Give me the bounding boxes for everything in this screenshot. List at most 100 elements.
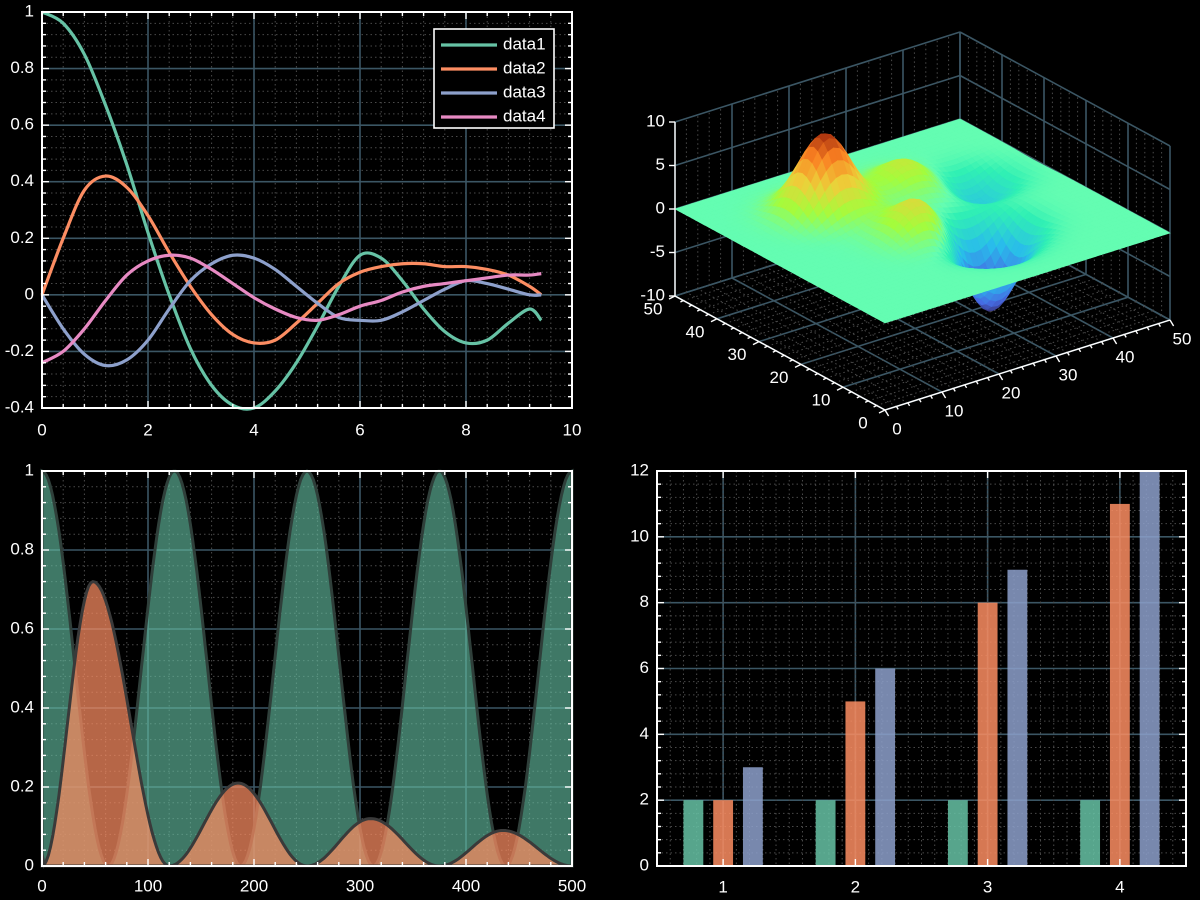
y-tick-label: 0.2 bbox=[10, 228, 34, 247]
wall-gridline bbox=[959, 31, 1171, 147]
x-tick-label: 3 bbox=[983, 877, 992, 896]
x-tick-label: 0 bbox=[37, 420, 46, 439]
x-tick-label: 4 bbox=[1115, 877, 1124, 896]
floor-gridline bbox=[731, 277, 943, 393]
y-tick bbox=[688, 304, 693, 308]
y-tick bbox=[752, 340, 760, 346]
surface-patch bbox=[880, 318, 892, 324]
x-tick bbox=[986, 377, 991, 381]
legend-label: data1 bbox=[503, 34, 546, 53]
tick-labels: -0.4-0.200.20.40.60.810 2 4 6 8 10 bbox=[5, 1, 582, 439]
z-tick-label: 0 bbox=[656, 198, 665, 217]
bar-1-cat-4 bbox=[1080, 800, 1101, 866]
y-tick-label: 0.8 bbox=[10, 58, 34, 77]
x-tick-label: 8 bbox=[461, 420, 470, 439]
floor-minor bbox=[868, 310, 1154, 402]
x-tick bbox=[929, 395, 934, 399]
y-tick bbox=[738, 331, 743, 335]
floor-minor bbox=[697, 288, 909, 404]
bar-3-cat-3 bbox=[1007, 569, 1028, 866]
ticks bbox=[41, 11, 573, 409]
y-tick-label: 1 bbox=[25, 1, 34, 20]
y-tick-label: 50 bbox=[644, 299, 663, 318]
bar-3-cat-2 bbox=[875, 668, 896, 866]
x-tick-label: 300 bbox=[346, 876, 374, 895]
x-tick bbox=[1021, 366, 1025, 371]
bar-2-cat-4 bbox=[1109, 503, 1130, 866]
y-tick bbox=[814, 372, 819, 376]
x-tick bbox=[1157, 323, 1162, 327]
bar-1-cat-3 bbox=[947, 800, 968, 866]
y-tick bbox=[848, 391, 852, 394]
x-tick bbox=[952, 388, 956, 392]
x-tick-label: 0 bbox=[892, 419, 901, 438]
x-tick bbox=[1123, 334, 1127, 338]
tick-labels: 0 0.2 0.4 0.6 0.8 1 0 100 200 300 400 500 bbox=[10, 460, 586, 895]
series-line-data4 bbox=[41, 253, 542, 365]
x-tick bbox=[1089, 344, 1093, 349]
floor-minor bbox=[784, 264, 1070, 356]
x-tick bbox=[964, 384, 968, 389]
x-tick bbox=[1032, 362, 1036, 367]
x-tick bbox=[1043, 359, 1048, 363]
x-tick bbox=[1078, 348, 1082, 353]
x-tick-label: 500 bbox=[558, 876, 586, 895]
x-tick bbox=[884, 409, 890, 417]
axes-frame bbox=[41, 11, 573, 409]
legend-label: data2 bbox=[503, 58, 546, 77]
y-tick-label: 0.8 bbox=[10, 539, 34, 558]
y-tick bbox=[806, 368, 810, 372]
x-tick-label: 0 bbox=[37, 876, 46, 895]
series-lines bbox=[40, 10, 543, 411]
floor-minor bbox=[686, 291, 897, 407]
floor-minor bbox=[708, 284, 920, 400]
y-tick-label: 0.2 bbox=[10, 776, 34, 795]
y-tick-label: 0.4 bbox=[10, 171, 34, 190]
floor-minor bbox=[765, 266, 977, 382]
series-line-data1 bbox=[41, 10, 543, 411]
x-tick bbox=[1135, 330, 1139, 335]
z-tick-label: -10 bbox=[640, 285, 665, 304]
floor-minor bbox=[754, 270, 966, 386]
floor-minor bbox=[876, 314, 1162, 406]
y-tick-label: -0.2 bbox=[5, 341, 34, 360]
y-tick-label: -0.4 bbox=[5, 397, 34, 416]
floor-gridline bbox=[842, 296, 1129, 388]
axes-frame bbox=[41, 470, 573, 867]
floor-minor bbox=[859, 305, 1145, 397]
y-tick-label: 0.6 bbox=[10, 115, 34, 134]
y-axis-line bbox=[674, 295, 886, 411]
y-tick bbox=[856, 395, 861, 399]
y-tick-label: 0 bbox=[25, 855, 34, 874]
y-tick bbox=[696, 309, 701, 312]
x-tick-label: 2 bbox=[143, 420, 152, 439]
y-tick bbox=[730, 327, 735, 331]
y-tick-label: 2 bbox=[640, 790, 649, 809]
floor-minor bbox=[792, 269, 1078, 361]
x-tick-label: 2 bbox=[851, 877, 860, 896]
x-tick-label: 4 bbox=[249, 420, 258, 439]
z-tick-label: 10 bbox=[646, 111, 665, 130]
area-chart-panel: 0 0.2 0.4 0.6 0.8 1 0 100 200 300 400 500 bbox=[10, 460, 586, 895]
bar-2-cat-2 bbox=[845, 701, 866, 866]
floor-minor bbox=[720, 281, 931, 397]
x-tick-label: 40 bbox=[1116, 347, 1135, 366]
series-line-data2 bbox=[40, 174, 543, 345]
x-tick bbox=[1112, 337, 1118, 345]
x-tick-label: 200 bbox=[240, 876, 268, 895]
x-tick bbox=[1009, 370, 1013, 374]
floor-minor bbox=[826, 287, 1112, 379]
x-tick bbox=[918, 398, 922, 403]
x-tick bbox=[895, 406, 899, 410]
y-tick-label: 0 bbox=[640, 855, 649, 874]
line-chart-panel: -0.4-0.200.20.40.60.810 2 4 6 8 10data1data2d… bbox=[5, 1, 582, 439]
y-tick bbox=[772, 350, 777, 353]
x-tick-label: 6 bbox=[355, 420, 364, 439]
floor-minor bbox=[834, 292, 1120, 384]
y-tick bbox=[878, 409, 886, 414]
y-tick bbox=[710, 318, 718, 323]
floor-minor bbox=[851, 301, 1137, 393]
y-tick-label: 10 bbox=[812, 391, 831, 410]
